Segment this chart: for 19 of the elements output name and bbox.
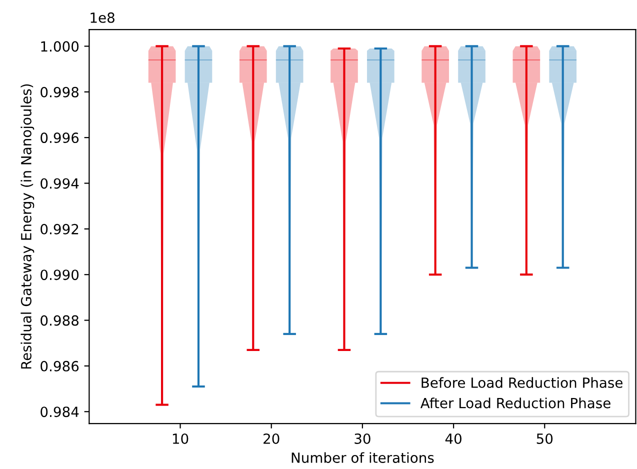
y-tick-label: 0.994 xyxy=(40,178,79,189)
x-tick-label: 10 xyxy=(172,433,188,444)
y-tick-label: 1.000 xyxy=(41,41,79,52)
legend-label: Before Load Reduction Phase xyxy=(422,377,622,388)
x-axis-title: Number of iterations xyxy=(292,452,434,463)
y-tick-label: 0.984 xyxy=(40,406,79,418)
y-tick-label: 0.998 xyxy=(40,86,79,98)
legend-label: After Load Reduction Phase xyxy=(420,398,610,408)
y-tick-label: 0.992 xyxy=(40,224,78,234)
text: 1e8 xyxy=(90,12,114,23)
y-tick-label: 0.988 xyxy=(40,315,79,326)
x-tick-label: 20 xyxy=(264,433,280,444)
x-tick-label: 30 xyxy=(354,433,370,444)
x-tick-label: 40 xyxy=(445,433,462,444)
y-axis-title: Residual Gateway Energy (in Nanojoules) xyxy=(20,84,34,369)
y-tick-label: 0.990 xyxy=(40,270,79,280)
y-tick-label: 0.996 xyxy=(40,132,79,144)
x-tick-label: 50 xyxy=(536,433,553,444)
y-tick-label: 0.986 xyxy=(40,360,79,372)
